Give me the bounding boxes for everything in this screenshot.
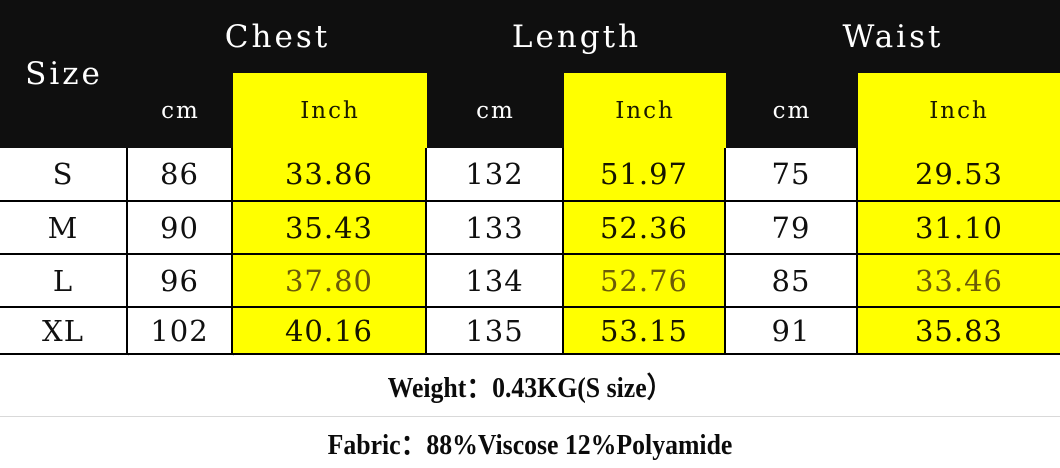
header-size: Size: [25, 56, 103, 92]
footer-fabric: Fabric：88%Viscose 12%Polyamide: [42, 417, 1018, 468]
header-group-length: Length: [511, 18, 642, 55]
table-row: 37.80: [233, 255, 427, 308]
table-row: 33.86: [233, 148, 427, 202]
table-row: 33.46: [858, 255, 1060, 308]
table-row: 134: [427, 255, 564, 308]
table-row: L: [0, 255, 128, 308]
table-row: 52.36: [564, 202, 726, 255]
table-row: 102: [128, 308, 233, 355]
table-row: 29.53: [858, 148, 1060, 202]
table-row: 35.83: [858, 308, 1060, 355]
table-row: S: [0, 148, 128, 202]
table-row: 133: [427, 202, 564, 255]
table-row: 79: [726, 202, 858, 255]
table-row: 52.76: [564, 255, 726, 308]
header-unit-chest-cm: cm: [161, 97, 200, 124]
table-row: 91: [726, 308, 858, 355]
footer-gridline-horizontal: [0, 416, 1060, 417]
table-row: 90: [128, 202, 233, 255]
table-row: 75: [726, 148, 858, 202]
table-row: 86: [128, 148, 233, 202]
header-unit-chest-inch: Inch: [233, 73, 427, 148]
table-row: 53.15: [564, 308, 726, 355]
header-unit-waist-inch: Inch: [858, 73, 1060, 148]
header-group-waist: Waist: [842, 18, 944, 55]
header-unit-length-cm: cm: [476, 97, 515, 124]
header-unit-waist-cm: cm: [772, 97, 812, 124]
table-row: 96: [128, 255, 233, 308]
table-row: 135: [427, 308, 564, 355]
table-row: XL: [0, 308, 128, 355]
table-row: 35.43: [233, 202, 427, 255]
table-row: 85: [726, 255, 858, 308]
table-row: 51.97: [564, 148, 726, 202]
table-row: 31.10: [858, 202, 1060, 255]
footer-weight: Weight：0.43KG(S size）: [42, 356, 1018, 416]
header-unit-length-inch: Inch: [564, 73, 726, 148]
table-row: M: [0, 202, 128, 255]
table-row: 40.16: [233, 308, 427, 355]
header-group-chest: Chest: [224, 18, 331, 55]
table-row: 132: [427, 148, 564, 202]
